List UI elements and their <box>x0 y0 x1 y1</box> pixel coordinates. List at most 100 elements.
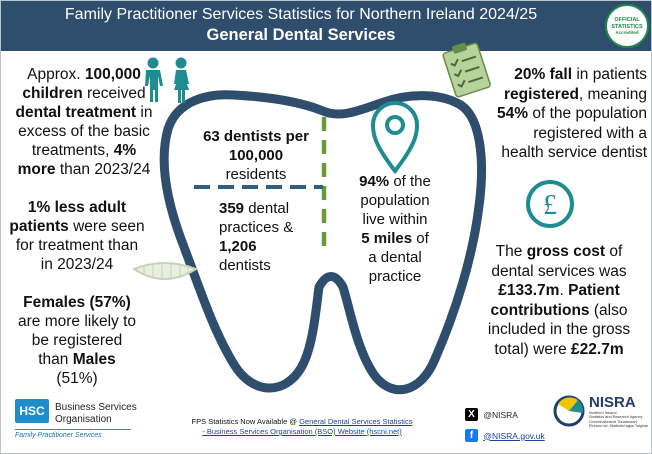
header-subtitle: General Dental Services <box>206 26 396 44</box>
dental-treatment-label: dental treatment <box>15 104 137 121</box>
header-title: Family Practitioner Services Statistics … <box>64 6 538 23</box>
practices-text-4: dentists <box>219 257 271 274</box>
gender-text-4: than <box>38 351 73 368</box>
dentists-rate-base: 100,000 <box>228 147 284 164</box>
distance-text-5: a dental <box>368 249 422 266</box>
badge-line-3: Accredited <box>615 30 639 35</box>
children-percent: 4% <box>113 142 137 159</box>
registration-fall: 20% fall <box>514 66 573 83</box>
child-boy-icon <box>145 57 163 102</box>
distance-stat: 94% of the population live within 5 mile… <box>339 172 451 286</box>
registered-label: registered <box>503 85 579 103</box>
cost-text-4b: (also <box>589 301 628 319</box>
x-icon: X <box>465 408 478 421</box>
cost-stat: The gross cost of dental services was £1… <box>471 242 647 359</box>
practices-text-2: practices & <box>219 219 294 236</box>
bso-tagline: Family Practitioner Services <box>15 432 102 439</box>
nisra-sub-2: Statistics and Research Agency <box>589 415 643 420</box>
registration-text-1: in patients <box>572 66 647 83</box>
children-text-2: received <box>82 85 146 102</box>
dentists-count: 1,206 <box>219 238 257 255</box>
practices-count: 359 <box>219 200 245 217</box>
children-text-4: excess of the basic <box>18 123 150 140</box>
children-text-3: in <box>136 104 153 121</box>
smile-teeth-icon <box>131 262 199 280</box>
children-treatment-stat: Approx. 100,000 children received dental… <box>5 65 163 179</box>
nisra-mark-icon <box>553 395 585 427</box>
children-label: children <box>22 85 83 102</box>
patient-label: Patient <box>568 282 620 299</box>
bso-website-link[interactable]: General Dental Services Statistics - Bus… <box>202 417 412 436</box>
distance-percent: 94% <box>359 173 390 190</box>
footer-availability-text: FPS Statistics Now Available @ General D… <box>191 417 413 437</box>
distance-text-3: live within <box>362 211 428 228</box>
registration-text-3: of the population <box>528 105 647 122</box>
children-count: 100,000 <box>84 66 141 83</box>
patient-contributions-value: £22.7m <box>571 340 624 358</box>
adult-text-4: in 2023/24 <box>40 256 114 273</box>
children-text-6: than 2023/24 <box>55 161 151 178</box>
registration-stat: 20% fall in patients registered, meaning… <box>481 65 647 163</box>
bso-name-2: Organisation <box>55 414 112 425</box>
distance-text-6: practice <box>368 268 422 285</box>
distance-miles: 5 miles <box>361 230 413 247</box>
bso-rule <box>15 429 131 430</box>
cost-text-3b: . <box>559 282 569 299</box>
facebook-social-link[interactable]: f @NISRA.gov.uk <box>465 429 545 442</box>
x-handle[interactable]: @NISRA <box>483 409 518 420</box>
adult-patients-label: patients <box>9 218 69 235</box>
cost-text-2: dental services was <box>491 262 627 280</box>
nisra-sub-4: Éireann um Staitisticí agus Taighde <box>589 424 649 429</box>
x-social-link[interactable]: X @NISRA <box>465 408 518 421</box>
gender-registration-stat: Females (57%) are more likely to be regi… <box>7 293 147 388</box>
link-line-3[interactable]: (hscni.net) <box>366 427 402 436</box>
cost-text-6a: total) were <box>494 340 572 358</box>
cost-text-5: included in the gross <box>487 321 631 338</box>
gender-text-3: be registered <box>31 332 123 349</box>
distance-text-2: population <box>360 192 430 209</box>
distance-text-1: of the <box>389 173 431 190</box>
dentists-residents: residents <box>225 166 287 183</box>
practices-text-1: dental <box>244 200 290 217</box>
gross-cost-label: gross cost <box>526 243 606 260</box>
svg-text:£: £ <box>543 190 557 221</box>
hsc-logo: HSC <box>15 399 49 423</box>
child-girl-icon <box>174 57 189 103</box>
clipboard-checklist-icon <box>442 42 491 98</box>
pound-coin-icon: £ <box>526 180 574 228</box>
nisra-subtitle: Northern Ireland Statistics and Research… <box>589 411 651 429</box>
registration-text-2: , meaning <box>578 85 647 103</box>
males-percent: (51%) <box>56 370 98 387</box>
practices-stat: 359 dental practices & 1,206 dentists <box>197 199 301 275</box>
gender-text-2: are more likely to <box>17 313 136 330</box>
registration-percent: 54% <box>497 105 529 122</box>
header-banner: Family Practitioner Services Statistics … <box>1 1 651 51</box>
badge-line-1: OFFICIAL <box>614 17 640 23</box>
badge-line-2: STATISTICS <box>611 23 643 30</box>
registration-text-4: registered with a <box>533 124 647 142</box>
link-line-1[interactable]: General Dental Services <box>299 417 381 426</box>
link-line-2[interactable]: Statistics - Business Services Organisat… <box>202 417 413 436</box>
cost-text-1c: of <box>605 243 623 260</box>
females-label: Females (57%) <box>23 294 131 311</box>
contributions-label: contributions <box>490 301 590 319</box>
nisra-sub-3: Gníomhaireacht Thuaisceart <box>589 419 637 424</box>
cost-text-1a: The <box>495 243 527 260</box>
footer-prefix: FPS Statistics Now Available @ <box>191 417 300 426</box>
bso-name-1: Business Services <box>55 402 137 413</box>
children-text-1: Approx. <box>27 66 85 83</box>
nisra-name: NISRA <box>589 394 636 411</box>
adult-text-3: for treatment than <box>15 237 139 254</box>
dentists-rate: 63 dentists per <box>203 128 309 145</box>
gross-cost-value: £133.7m <box>498 282 560 299</box>
facebook-icon: f <box>465 429 478 442</box>
registration-text-5: health service dentist <box>501 144 647 161</box>
adult-text-2: were seen <box>68 218 145 235</box>
adult-patients-stat: 1% less adult patients were seen for tre… <box>7 198 147 274</box>
adult-less-label: 1% less adult <box>27 199 127 216</box>
males-label: Males <box>72 351 116 368</box>
children-text-5: treatments, <box>31 142 114 159</box>
facebook-handle[interactable]: @NISRA.gov.uk <box>483 430 545 441</box>
